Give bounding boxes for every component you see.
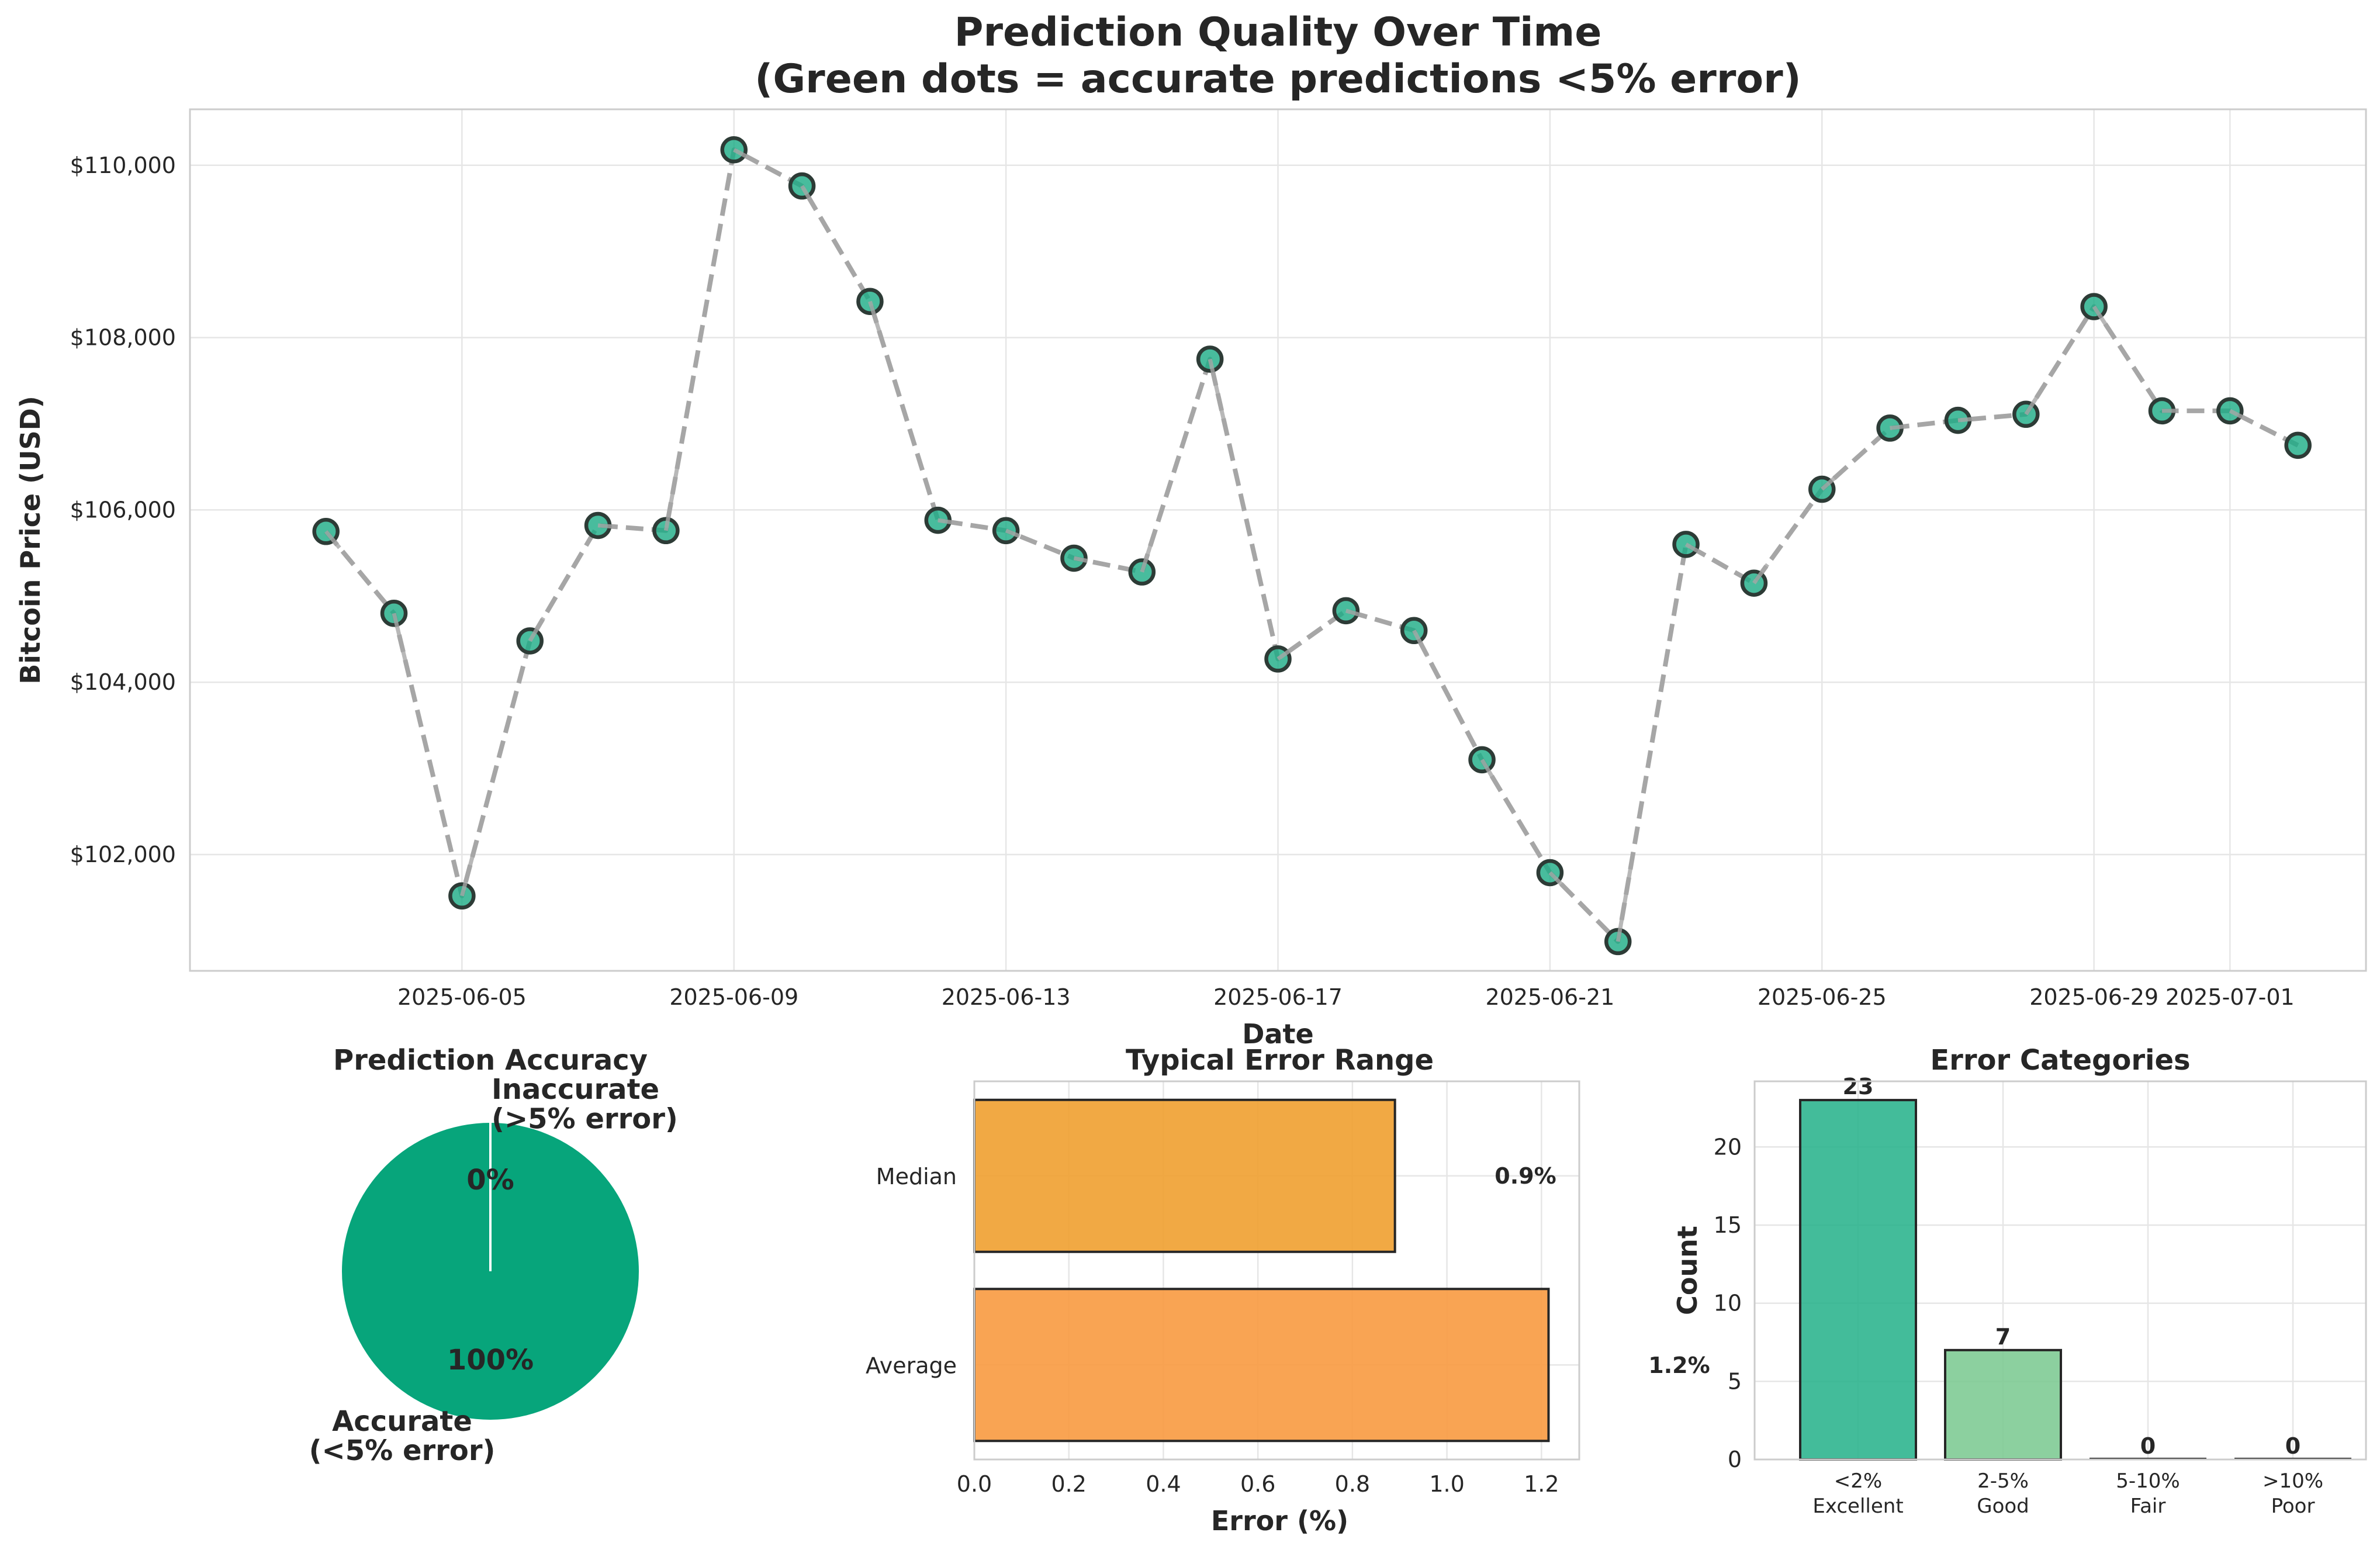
pie-percent-inaccurate: 0% [466,1164,514,1196]
main-x-tick-label: 2025-06-05 [397,984,527,1010]
main-y-tick-label: $110,000 [70,153,176,178]
cat-plot-frame [1753,1080,2367,1461]
cat-x-tick-label: <2% [1834,1469,1882,1493]
main-data-point [720,136,748,164]
main-y-tick-label: $106,000 [70,497,176,523]
main-series-line-overlay [324,530,341,549]
main-series-line-overlay [1140,528,1158,573]
main-series-line-overlay [1277,648,1293,661]
main-series-line-overlay [1684,542,1701,554]
main-line-chart: 2025-06-05 2025-06-09 2025-06-13 2025-06-17… [15,9,2367,1050]
cat-x-tick-label: 5-10% [2116,1469,2180,1493]
main-series-line-overlay [938,518,952,525]
main-series-line-overlay [1752,563,1770,584]
cat-bar [1944,1348,2062,1461]
main-series-line-overlay [1820,475,1837,491]
hbar-x-tick-label: 0.6 [1240,1471,1275,1497]
error-categories-bar-chart: 0 5 10 15 20 23 <2%Excellent 7 2-5%Good 0 5-10%Fai… [1672,1044,2367,1518]
main-y-tick-label: $102,000 [70,842,176,867]
main-series-line-overlay [663,454,682,531]
main-series-line-overlay [1005,528,1021,538]
pie-label-accurate-detail: (<5% error) [309,1434,496,1467]
main-plot-frame [189,108,2367,972]
hbar-bar-average [973,1288,1550,1443]
pie-label-accurate: Accurate [332,1405,472,1438]
hbar-bar-median [973,1098,1396,1253]
pie-title: Prediction Accuracy [333,1044,648,1077]
main-series-line-overlay [1345,608,1361,617]
main-x-tick-label: 2025-06-25 [1758,984,1887,1010]
cat-y-tick-label: 15 [1714,1212,1742,1238]
main-series-line-overlay [1548,871,1565,888]
hbar-x-tick-label: 1.0 [1429,1471,1464,1497]
main-y-tick-label: $108,000 [70,325,176,351]
main-chart-subtitle: (Green dots = accurate predictions <5% e… [755,56,1801,102]
cat-title: Error Categories [1930,1044,2190,1077]
cat-y-tick-label: 5 [1728,1368,1742,1394]
cat-y-tick-label: 0 [1728,1447,1742,1472]
main-series-line-overlay [800,185,818,210]
main-series-line-overlay [1412,629,1430,658]
hbar-x-axis-label: Error (%) [1211,1505,1348,1537]
cat-y-axis-label: Count [1672,1226,1703,1315]
hbar-x-tick-label: 0.0 [957,1471,992,1497]
cat-bar [1799,1099,1917,1461]
cat-x-tick-label: 2-5% [1977,1469,2029,1493]
pie-label-inaccurate: Inaccurate (>5% error) [492,1073,678,1135]
cat-value-label: 0 [2285,1433,2301,1459]
hbar-value-label-median: 0.9% [1495,1163,1556,1189]
main-series-line-overlay [1208,358,1226,420]
pie-percent-accurate: 100% [447,1344,534,1376]
cat-y-tick-label: 10 [1714,1291,1742,1316]
main-data-point [2284,431,2312,459]
main-series-line-overlay [1480,759,1497,784]
main-series-line-overlay [2229,409,2245,420]
main-series-line-overlay [2092,305,2109,329]
main-x-tick-label: 2025-07-01 [2165,984,2295,1010]
hbar-x-tick-label: 0.4 [1146,1471,1181,1497]
hbar-plot-frame [973,1080,1580,1461]
cat-x-tick-sublabel: Good [1977,1495,2029,1518]
main-y-tick-label: $104,000 [70,669,176,695]
hbar-x-tick-label: 1.2 [1524,1471,1559,1497]
cat-x-tick-sublabel: Fair [2130,1495,2166,1518]
main-chart-title: Prediction Quality Over Time [954,9,1602,56]
hbar-value-label-average: 1.2% [1648,1353,1710,1378]
cat-x-tick-sublabel: Poor [2271,1495,2315,1518]
error-range-bar-chart: 0.0 0.2 0.4 0.6 0.8 1.0 1.2 Median Average 0.9% 1.… [866,1044,1710,1537]
hbar-title: Typical Error Range [1126,1044,1434,1077]
main-x-tick-label: 2025-06-29 [2029,984,2158,1010]
main-series-line-overlay [1616,862,1634,942]
cat-y-tick-label: 20 [1714,1134,1742,1160]
hbar-x-tick-label: 0.2 [1051,1471,1087,1497]
main-series-line-overlay [528,617,546,642]
cat-x-tick-sublabel: Excellent [1812,1495,1903,1518]
main-x-axis-label: Date [1242,1018,1313,1050]
main-x-tick-label: 2025-06-21 [1485,984,1614,1010]
main-series-line-overlay [459,844,478,897]
cat-value-label: 7 [1995,1324,2011,1350]
main-series-line-overlay [1957,417,1972,423]
main-series-line-overlay [733,148,749,159]
main-series-line-overlay [1890,424,1904,430]
hbar-category-label: Average [866,1353,957,1378]
main-series-line-overlay [2024,392,2042,416]
cat-value-label: 0 [2140,1433,2156,1459]
main-series-line-overlay [1073,556,1088,563]
main-y-axis-label: Bitcoin Price (USD) [15,396,46,684]
main-x-tick-label: 2025-06-17 [1213,984,1343,1010]
hbar-category-label: Median [876,1164,957,1189]
cat-value-label: 23 [1843,1074,1874,1099]
main-series-line-overlay [597,523,612,529]
main-x-tick-label: 2025-06-09 [669,984,798,1010]
hbar-x-tick-label: 0.8 [1335,1471,1370,1497]
main-series-line-overlay [868,300,886,346]
main-series-line-overlay [392,613,410,670]
cat-x-tick-label: >10% [2263,1469,2323,1493]
main-x-tick-label: 2025-06-13 [942,984,1071,1010]
